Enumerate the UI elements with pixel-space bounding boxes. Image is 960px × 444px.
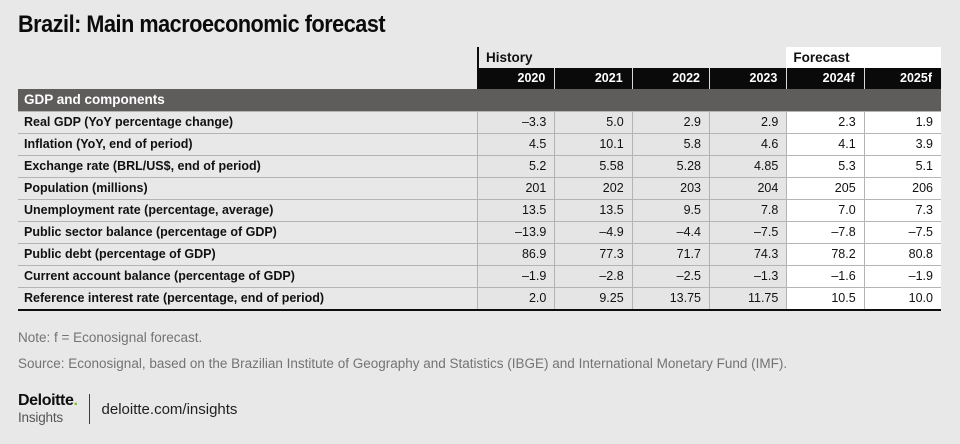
history-value-cell: –13.9: [477, 221, 555, 243]
forecast-value-cell: 206: [863, 177, 941, 199]
forecast-value-cell: 80.8: [863, 243, 941, 265]
forecast-value-cell: 2.3: [786, 111, 864, 133]
forecast-value-cell: 5.3: [786, 155, 864, 177]
history-value-cell: 2.9: [631, 111, 709, 133]
history-value-cell: 5.28: [631, 155, 709, 177]
history-value-cell: 202: [554, 177, 632, 199]
history-value-cell: 13.5: [477, 199, 555, 221]
year-column-header: 2020: [477, 68, 555, 89]
history-value-cell: 5.2: [477, 155, 555, 177]
history-value-cell: 4.5: [477, 133, 555, 155]
history-value-cell: 204: [709, 177, 787, 199]
forecast-value-cell: 10.0: [863, 287, 941, 309]
forecast-value-cell: 205: [786, 177, 864, 199]
history-value-cell: 9.5: [631, 199, 709, 221]
table-body: Real GDP (YoY percentage change) –3.3 5.0 2…: [18, 111, 941, 309]
history-value-cell: –4.4: [631, 221, 709, 243]
history-value-cell: 2.0: [477, 287, 555, 309]
forecast-value-cell: 1.9: [863, 111, 941, 133]
forecast-value-cell: 78.2: [786, 243, 864, 265]
source-text: Source: Econosignal, based on the Brazil…: [18, 356, 788, 371]
forecast-value-cell: –7.5: [863, 221, 941, 243]
row-label: Real GDP (YoY percentage change): [18, 111, 477, 133]
history-value-cell: 13.75: [631, 287, 709, 309]
forecast-value-cell: –7.8: [786, 221, 864, 243]
row-label: Public debt (percentage of GDP): [18, 243, 477, 265]
column-group-header-row: History Forecast: [18, 47, 941, 68]
figure-title: Brazil: Main macroeconomic forecast: [18, 11, 386, 38]
row-label: Current account balance (percentage of G…: [18, 265, 477, 287]
table-row: Reference interest rate (percentage, end…: [18, 287, 941, 309]
history-value-cell: 74.3: [709, 243, 787, 265]
history-value-cell: –2.8: [554, 265, 632, 287]
forecast-value-cell: 5.1: [863, 155, 941, 177]
row-label: Population (millions): [18, 177, 477, 199]
forecast-value-cell: 3.9: [863, 133, 941, 155]
history-value-cell: –2.5: [631, 265, 709, 287]
forecast-value-cell: –1.9: [863, 265, 941, 287]
year-column-header: 2025f: [863, 68, 941, 89]
history-value-cell: 9.25: [554, 287, 632, 309]
section-header: GDP and components: [18, 89, 941, 111]
deloitte-insights-logo: Deloitte. Insights: [18, 392, 78, 426]
year-column-header: 2021: [554, 68, 632, 89]
table-row: Real GDP (YoY percentage change) –3.3 5.0 2…: [18, 111, 941, 133]
history-value-cell: –7.5: [709, 221, 787, 243]
year-header-spacer: [18, 68, 477, 89]
history-value-cell: 86.9: [477, 243, 555, 265]
history-group-header: History: [477, 47, 786, 68]
forecast-value-cell: 7.3: [863, 199, 941, 221]
deloitte-insights-url: deloitte.com/insights: [101, 400, 238, 418]
history-value-cell: –1.9: [477, 265, 555, 287]
year-column-header: 2022: [631, 68, 709, 89]
history-value-cell: 4.6: [709, 133, 787, 155]
history-value-cell: –4.9: [554, 221, 632, 243]
history-value-cell: 5.8: [631, 133, 709, 155]
history-value-cell: 201: [477, 177, 555, 199]
forecast-value-cell: 4.1: [786, 133, 864, 155]
row-label: Inflation (YoY, end of period): [18, 133, 477, 155]
history-value-cell: 5.0: [554, 111, 632, 133]
forecast-value-cell: 7.0: [786, 199, 864, 221]
history-value-cell: 5.58: [554, 155, 632, 177]
history-value-cell: 13.5: [554, 199, 632, 221]
row-label: Unemployment rate (percentage, average): [18, 199, 477, 221]
history-value-cell: 10.1: [554, 133, 632, 155]
note-text: Note: f = Econosignal forecast.: [18, 330, 203, 345]
forecast-value-cell: 10.5: [786, 287, 864, 309]
history-value-cell: 203: [631, 177, 709, 199]
history-value-cell: 77.3: [554, 243, 632, 265]
history-value-cell: 4.85: [709, 155, 787, 177]
year-header-row: 2020 2021 2022 2023 2024f 2025f: [18, 68, 941, 89]
row-label: Public sector balance (percentage of GDP…: [18, 221, 477, 243]
year-column-header: 2024f: [786, 68, 864, 89]
history-value-cell: 71.7: [631, 243, 709, 265]
history-value-cell: –1.3: [709, 265, 787, 287]
year-column-header: 2023: [709, 68, 787, 89]
forecast-value-cell: –1.6: [786, 265, 864, 287]
forecast-table: History Forecast 2020 2021 2022 2023 2024f 20…: [18, 47, 941, 311]
table-row: Unemployment rate (percentage, average) 1…: [18, 199, 941, 221]
table-row: Exchange rate (BRL/US$, end of period) 5.…: [18, 155, 941, 177]
insights-wordmark: Insights: [18, 409, 63, 425]
deloitte-wordmark: Deloitte.: [18, 392, 78, 409]
history-value-cell: 11.75: [709, 287, 787, 309]
history-value-cell: –3.3: [477, 111, 555, 133]
table-row: Current account balance (percentage of G…: [18, 265, 941, 287]
footer-divider: [88, 394, 90, 425]
forecast-group-header: Forecast: [786, 47, 941, 68]
footer: Deloitte. Insights deloitte.com/insights: [18, 392, 238, 426]
table-row: Public sector balance (percentage of GDP…: [18, 221, 941, 243]
history-value-cell: 2.9: [709, 111, 787, 133]
row-label: Exchange rate (BRL/US$, end of period): [18, 155, 477, 177]
header-spacer: [18, 47, 477, 68]
history-value-cell: 7.8: [709, 199, 787, 221]
table-row: Public debt (percentage of GDP) 86.9 77.3 7…: [18, 243, 941, 265]
deloitte-green-dot-icon: .: [73, 392, 78, 409]
row-label: Reference interest rate (percentage, end…: [18, 287, 477, 309]
table-row: Population (millions) 201 202 203 204 205 206: [18, 177, 941, 199]
table-row: Inflation (YoY, end of period) 4.5 10.1 5.8…: [18, 133, 941, 155]
